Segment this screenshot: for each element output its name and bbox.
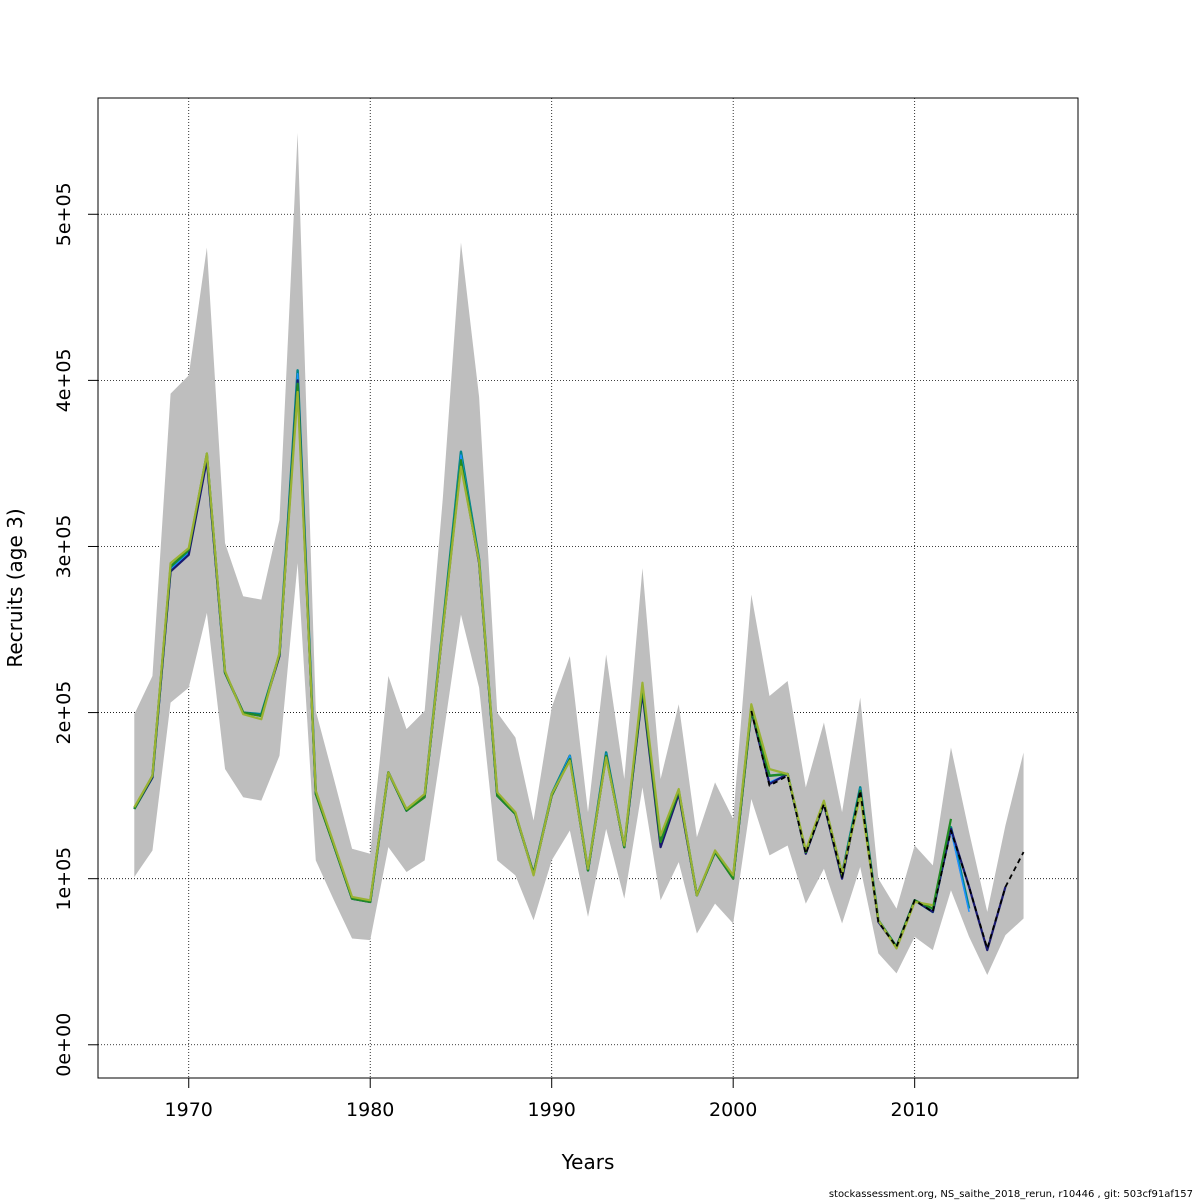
- y-tick-label: 1e+05: [53, 847, 75, 911]
- x-tick-label: 1970: [165, 1099, 213, 1121]
- series-line-6: [750, 710, 1025, 950]
- y-axis-label: Recruits (age 3): [3, 508, 27, 667]
- y-axis: 0e+00 1e+05 2e+05 3e+05 4e+05 5e+05: [53, 182, 99, 1077]
- x-axis-label: Years: [561, 1150, 615, 1174]
- x-tick-label: 2000: [709, 1099, 757, 1121]
- x-axis: 1970 1980 1990 2000 2010: [165, 1077, 939, 1121]
- footer-note: stockassessment.org, NS_saithe_2018_reru…: [829, 1189, 1193, 1200]
- confidence-band: [134, 132, 1024, 976]
- x-tick-label: 1990: [528, 1099, 576, 1121]
- y-tick-label: 3e+05: [53, 515, 75, 579]
- series-lines: [133, 369, 1025, 952]
- y-tick-label: 4e+05: [53, 348, 75, 412]
- y-tick-label: 2e+05: [53, 681, 75, 745]
- y-tick-label: 0e+00: [53, 1013, 75, 1077]
- x-tick-label: 2010: [890, 1099, 938, 1121]
- y-tick-label: 5e+05: [53, 182, 75, 246]
- x-tick-label: 1980: [346, 1099, 394, 1121]
- confidence-band-area: [134, 132, 1024, 976]
